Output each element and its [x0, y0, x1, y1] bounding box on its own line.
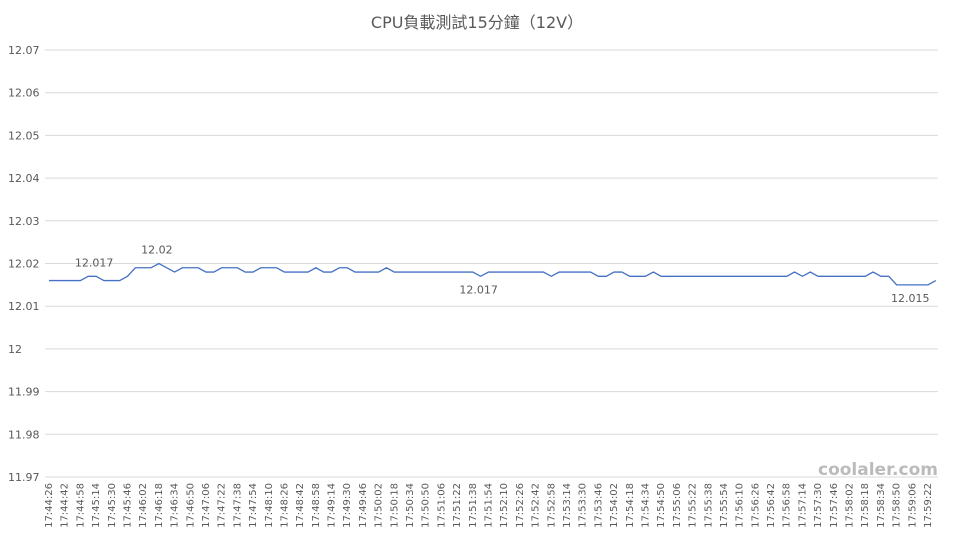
chart-title: CPU負載測試15分鐘（12V）: [371, 13, 583, 32]
x-tick-label: 17:51:38: [468, 483, 479, 528]
x-tick-label: 17:52:26: [515, 483, 526, 528]
x-tick-label: 17:53:46: [593, 483, 604, 528]
x-tick-label: 17:58:02: [845, 483, 856, 528]
x-tick-label: 17:45:14: [91, 483, 102, 528]
x-tick-label: 17:52:58: [546, 483, 557, 528]
x-tick-label: 17:59:22: [923, 483, 934, 528]
x-tick-label: 17:53:30: [578, 483, 589, 528]
x-tick-label: 17:55:54: [719, 483, 730, 528]
x-tick-label: 17:51:54: [484, 483, 495, 528]
y-tick-label: 11.99: [8, 386, 40, 399]
x-tick-label: 17:55:38: [703, 483, 714, 528]
x-tick-label: 17:55:22: [688, 483, 699, 528]
x-tick-label: 17:46:02: [138, 483, 149, 528]
x-tick-label: 17:48:42: [295, 483, 306, 528]
x-tick-label: 17:44:58: [75, 483, 86, 528]
value-label: 12.017: [459, 283, 498, 296]
x-tick-label: 17:49:46: [358, 483, 369, 528]
x-tick-label: 17:56:26: [750, 483, 761, 528]
x-tick-label: 17:54:02: [609, 483, 620, 528]
x-tick-label: 17:54:50: [656, 483, 667, 528]
x-tick-label: 17:48:58: [311, 483, 322, 528]
x-tick-label: 17:46:18: [154, 483, 165, 528]
x-tick-label: 17:50:18: [389, 483, 400, 528]
x-tick-label: 17:54:18: [625, 483, 636, 528]
value-label: 12.015: [891, 292, 930, 305]
x-tick-label: 17:58:34: [876, 483, 887, 528]
x-tick-label: 17:47:22: [217, 483, 228, 528]
value-label: 12.017: [75, 256, 114, 269]
y-tick-label: 12.06: [8, 87, 40, 100]
y-tick-label: 11.97: [8, 471, 40, 484]
x-tick-label: 17:52:10: [499, 483, 510, 528]
x-tick-label: 17:57:46: [829, 483, 840, 528]
y-tick-label: 12.01: [8, 300, 40, 313]
x-tick-label: 17:50:34: [405, 483, 416, 528]
x-tick-label: 17:56:10: [735, 483, 746, 528]
x-tick-label: 17:46:34: [170, 483, 181, 528]
y-tick-label: 12.02: [8, 258, 40, 271]
x-tick-label: 17:59:06: [907, 483, 918, 528]
data-line: [49, 262, 937, 286]
y-tick-label: 12: [8, 343, 22, 356]
x-tick-label: 17:47:54: [248, 483, 259, 528]
x-tick-label: 17:51:06: [436, 483, 447, 528]
y-tick-label: 12.05: [8, 129, 40, 142]
x-tick-label: 17:47:38: [232, 483, 243, 528]
x-tick-label: 17:55:06: [672, 483, 683, 528]
y-tick-label: 12.07: [8, 44, 40, 57]
watermark: coolaler.com: [818, 460, 938, 480]
x-tick-label: 17:57:30: [813, 483, 824, 528]
y-tick-label: 12.03: [8, 215, 40, 228]
x-tick-label: 17:58:50: [892, 483, 903, 528]
value-label: 12.02: [141, 244, 173, 257]
x-tick-label: 17:44:42: [60, 483, 71, 528]
x-tick-label: 17:57:14: [797, 483, 808, 528]
x-tick-label: 17:45:46: [122, 483, 133, 528]
x-tick-label: 17:54:34: [640, 483, 651, 528]
x-tick-label: 17:53:14: [562, 483, 573, 528]
x-tick-label: 17:58:18: [860, 483, 871, 528]
x-tick-label: 17:47:06: [201, 483, 212, 528]
y-tick-label: 12.04: [8, 172, 40, 185]
x-tick-label: 17:46:50: [185, 483, 196, 528]
x-tick-label: 17:52:42: [531, 483, 542, 528]
x-tick-label: 17:49:30: [342, 483, 353, 528]
x-tick-label: 17:45:30: [107, 483, 118, 528]
y-tick-label: 11.98: [8, 428, 40, 441]
x-tick-label: 17:48:26: [279, 483, 290, 528]
x-tick-label: 17:56:58: [782, 483, 793, 528]
x-tick-label: 17:51:22: [452, 483, 463, 528]
x-tick-label: 17:50:02: [374, 483, 385, 528]
x-tick-label: 17:56:42: [766, 483, 777, 528]
x-tick-label: 17:49:14: [327, 483, 338, 528]
x-tick-label: 17:50:50: [421, 483, 432, 528]
x-tick-label: 17:48:10: [264, 483, 275, 528]
x-tick-label: 17:44:26: [44, 483, 55, 528]
